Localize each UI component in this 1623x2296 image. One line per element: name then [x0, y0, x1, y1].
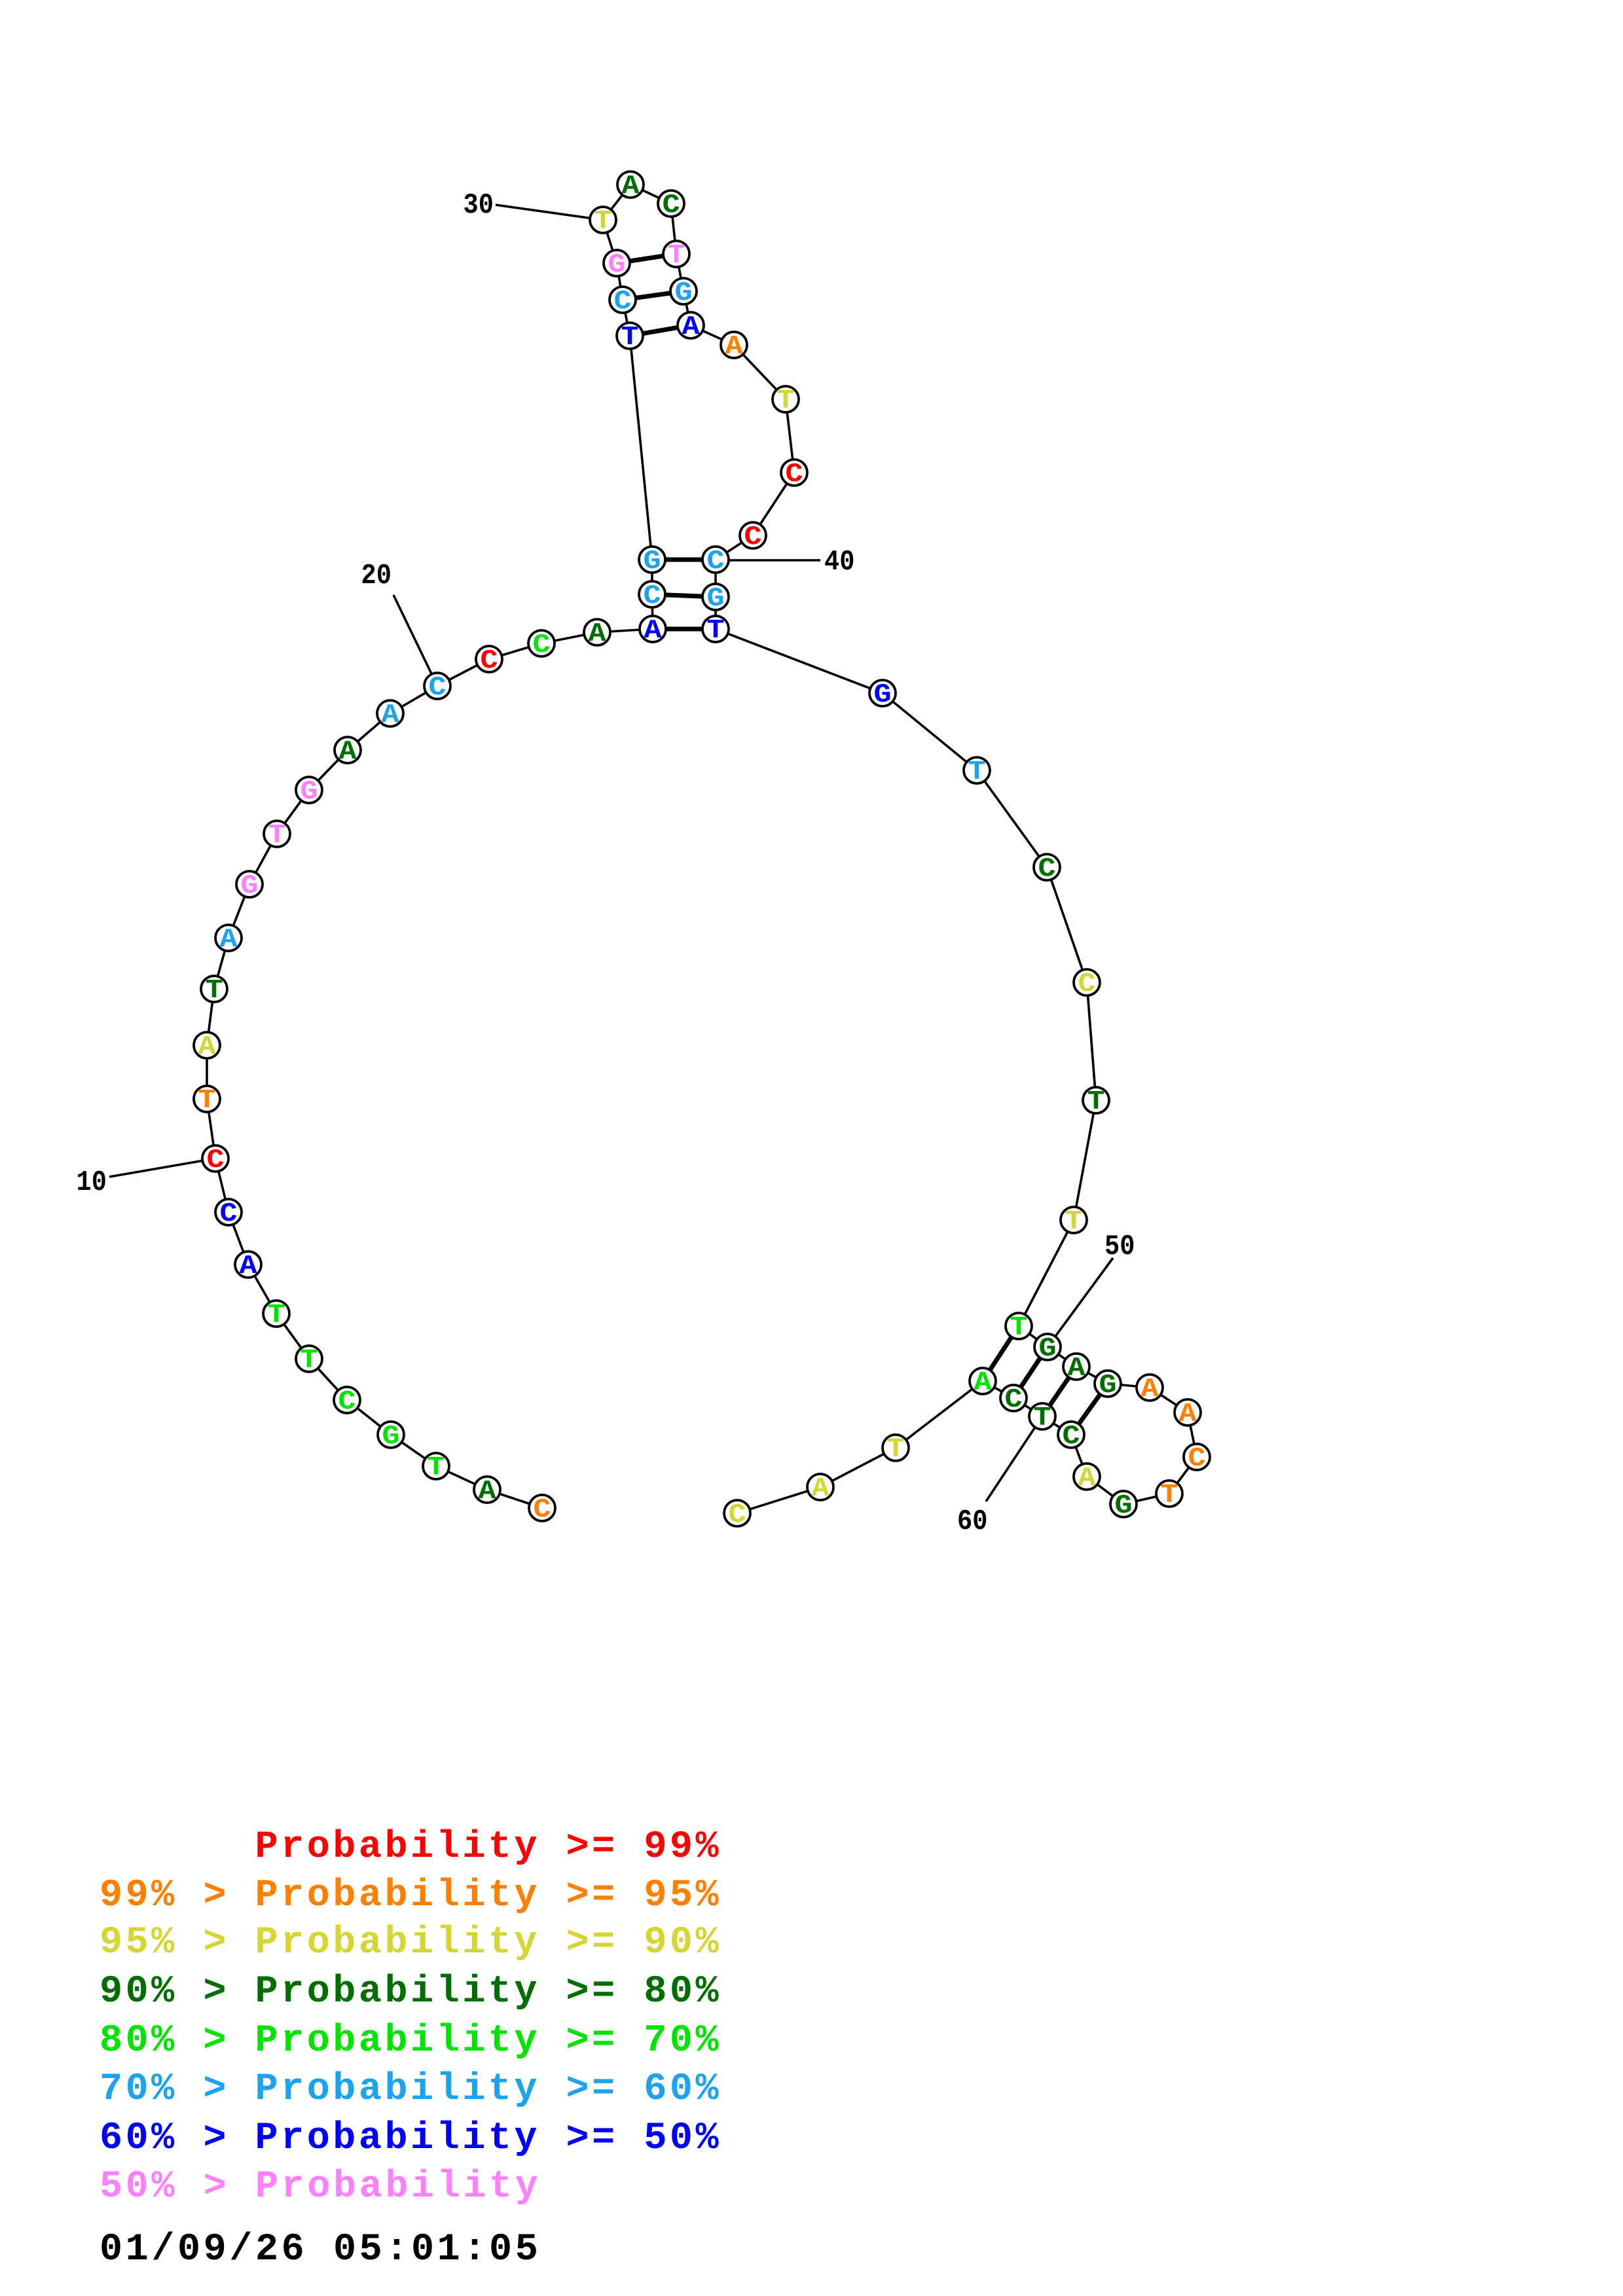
svg-text:C: C	[706, 546, 724, 577]
svg-text:C: C	[219, 1198, 237, 1229]
svg-text:G: G	[300, 776, 318, 807]
svg-text:C: C	[533, 1494, 551, 1525]
svg-text:30: 30	[464, 190, 494, 222]
svg-text:T: T	[1087, 1086, 1104, 1117]
svg-text:10: 10	[77, 1167, 107, 1199]
svg-text:G: G	[1038, 1333, 1056, 1364]
svg-text:A: A	[198, 1031, 215, 1062]
svg-text:C: C	[480, 645, 498, 676]
svg-text:C: C	[662, 190, 680, 221]
svg-text:A: A	[219, 924, 237, 955]
svg-text:C: C	[1188, 1443, 1205, 1474]
svg-text:G: G	[706, 583, 724, 614]
svg-text:T: T	[594, 206, 611, 237]
svg-text:C: C	[428, 672, 446, 703]
svg-text:A: A	[1067, 1353, 1085, 1384]
svg-text:T: T	[886, 1434, 904, 1465]
svg-text:G: G	[873, 679, 891, 710]
svg-text:A: A	[239, 1251, 257, 1282]
svg-text:C: C	[1004, 1384, 1022, 1415]
svg-text:T: T	[198, 1085, 215, 1116]
svg-text:C: C	[744, 522, 761, 552]
svg-text:T: T	[1065, 1206, 1082, 1237]
svg-text:A: A	[588, 619, 606, 649]
svg-text:A: A	[621, 171, 639, 202]
svg-text:T: T	[621, 322, 638, 353]
svg-text:40: 40	[824, 547, 854, 579]
svg-text:A: A	[811, 1473, 829, 1504]
svg-text:T: T	[267, 1300, 285, 1331]
svg-text:A: A	[478, 1476, 496, 1507]
svg-text:50% > Probability: 50% > Probability	[100, 2164, 538, 2208]
svg-text:T: T	[1010, 1312, 1027, 1343]
svg-text:T: T	[706, 615, 724, 646]
svg-text:A: A	[682, 312, 699, 342]
svg-text:G: G	[240, 870, 258, 901]
svg-text:A: A	[1140, 1374, 1158, 1405]
svg-text:C: C	[338, 1386, 356, 1417]
svg-text:G: G	[643, 546, 661, 577]
svg-text:60: 60	[957, 1506, 987, 1538]
svg-text:A: A	[1078, 1463, 1095, 1494]
svg-text:C: C	[1038, 853, 1055, 884]
svg-text:C: C	[613, 286, 631, 317]
svg-text:A: A	[1178, 1399, 1196, 1429]
svg-text:G: G	[1114, 1490, 1132, 1521]
svg-text:T: T	[205, 975, 223, 1006]
svg-text:50: 50	[1104, 1231, 1135, 1263]
svg-text:A: A	[338, 736, 356, 767]
svg-text:G: G	[674, 278, 692, 308]
svg-text:C: C	[1062, 1421, 1080, 1452]
svg-text:T: T	[268, 820, 285, 851]
svg-text:A: A	[381, 700, 399, 730]
svg-text:C: C	[643, 581, 661, 611]
svg-text:T: T	[1160, 1480, 1178, 1511]
svg-text:T: T	[776, 386, 794, 416]
svg-text:T: T	[667, 240, 685, 271]
svg-text:G: G	[608, 249, 625, 280]
svg-text:A: A	[644, 615, 661, 646]
svg-text:C: C	[532, 630, 550, 660]
svg-text:C: C	[728, 1499, 746, 1530]
svg-text:01/09/26 05:01:05: 01/09/26 05:01:05	[100, 2227, 538, 2271]
svg-text:T: T	[300, 1345, 318, 1376]
svg-text:C: C	[206, 1145, 224, 1175]
svg-text:A: A	[974, 1367, 991, 1398]
svg-text:G: G	[1099, 1370, 1116, 1401]
svg-text:T: T	[427, 1452, 445, 1483]
svg-text:C: C	[1078, 969, 1095, 999]
svg-text:C: C	[785, 459, 803, 490]
svg-text:A: A	[725, 331, 742, 362]
svg-text:20: 20	[361, 560, 392, 592]
svg-text:G: G	[382, 1421, 399, 1452]
svg-text:T: T	[968, 757, 985, 787]
svg-text:T: T	[1033, 1403, 1051, 1433]
